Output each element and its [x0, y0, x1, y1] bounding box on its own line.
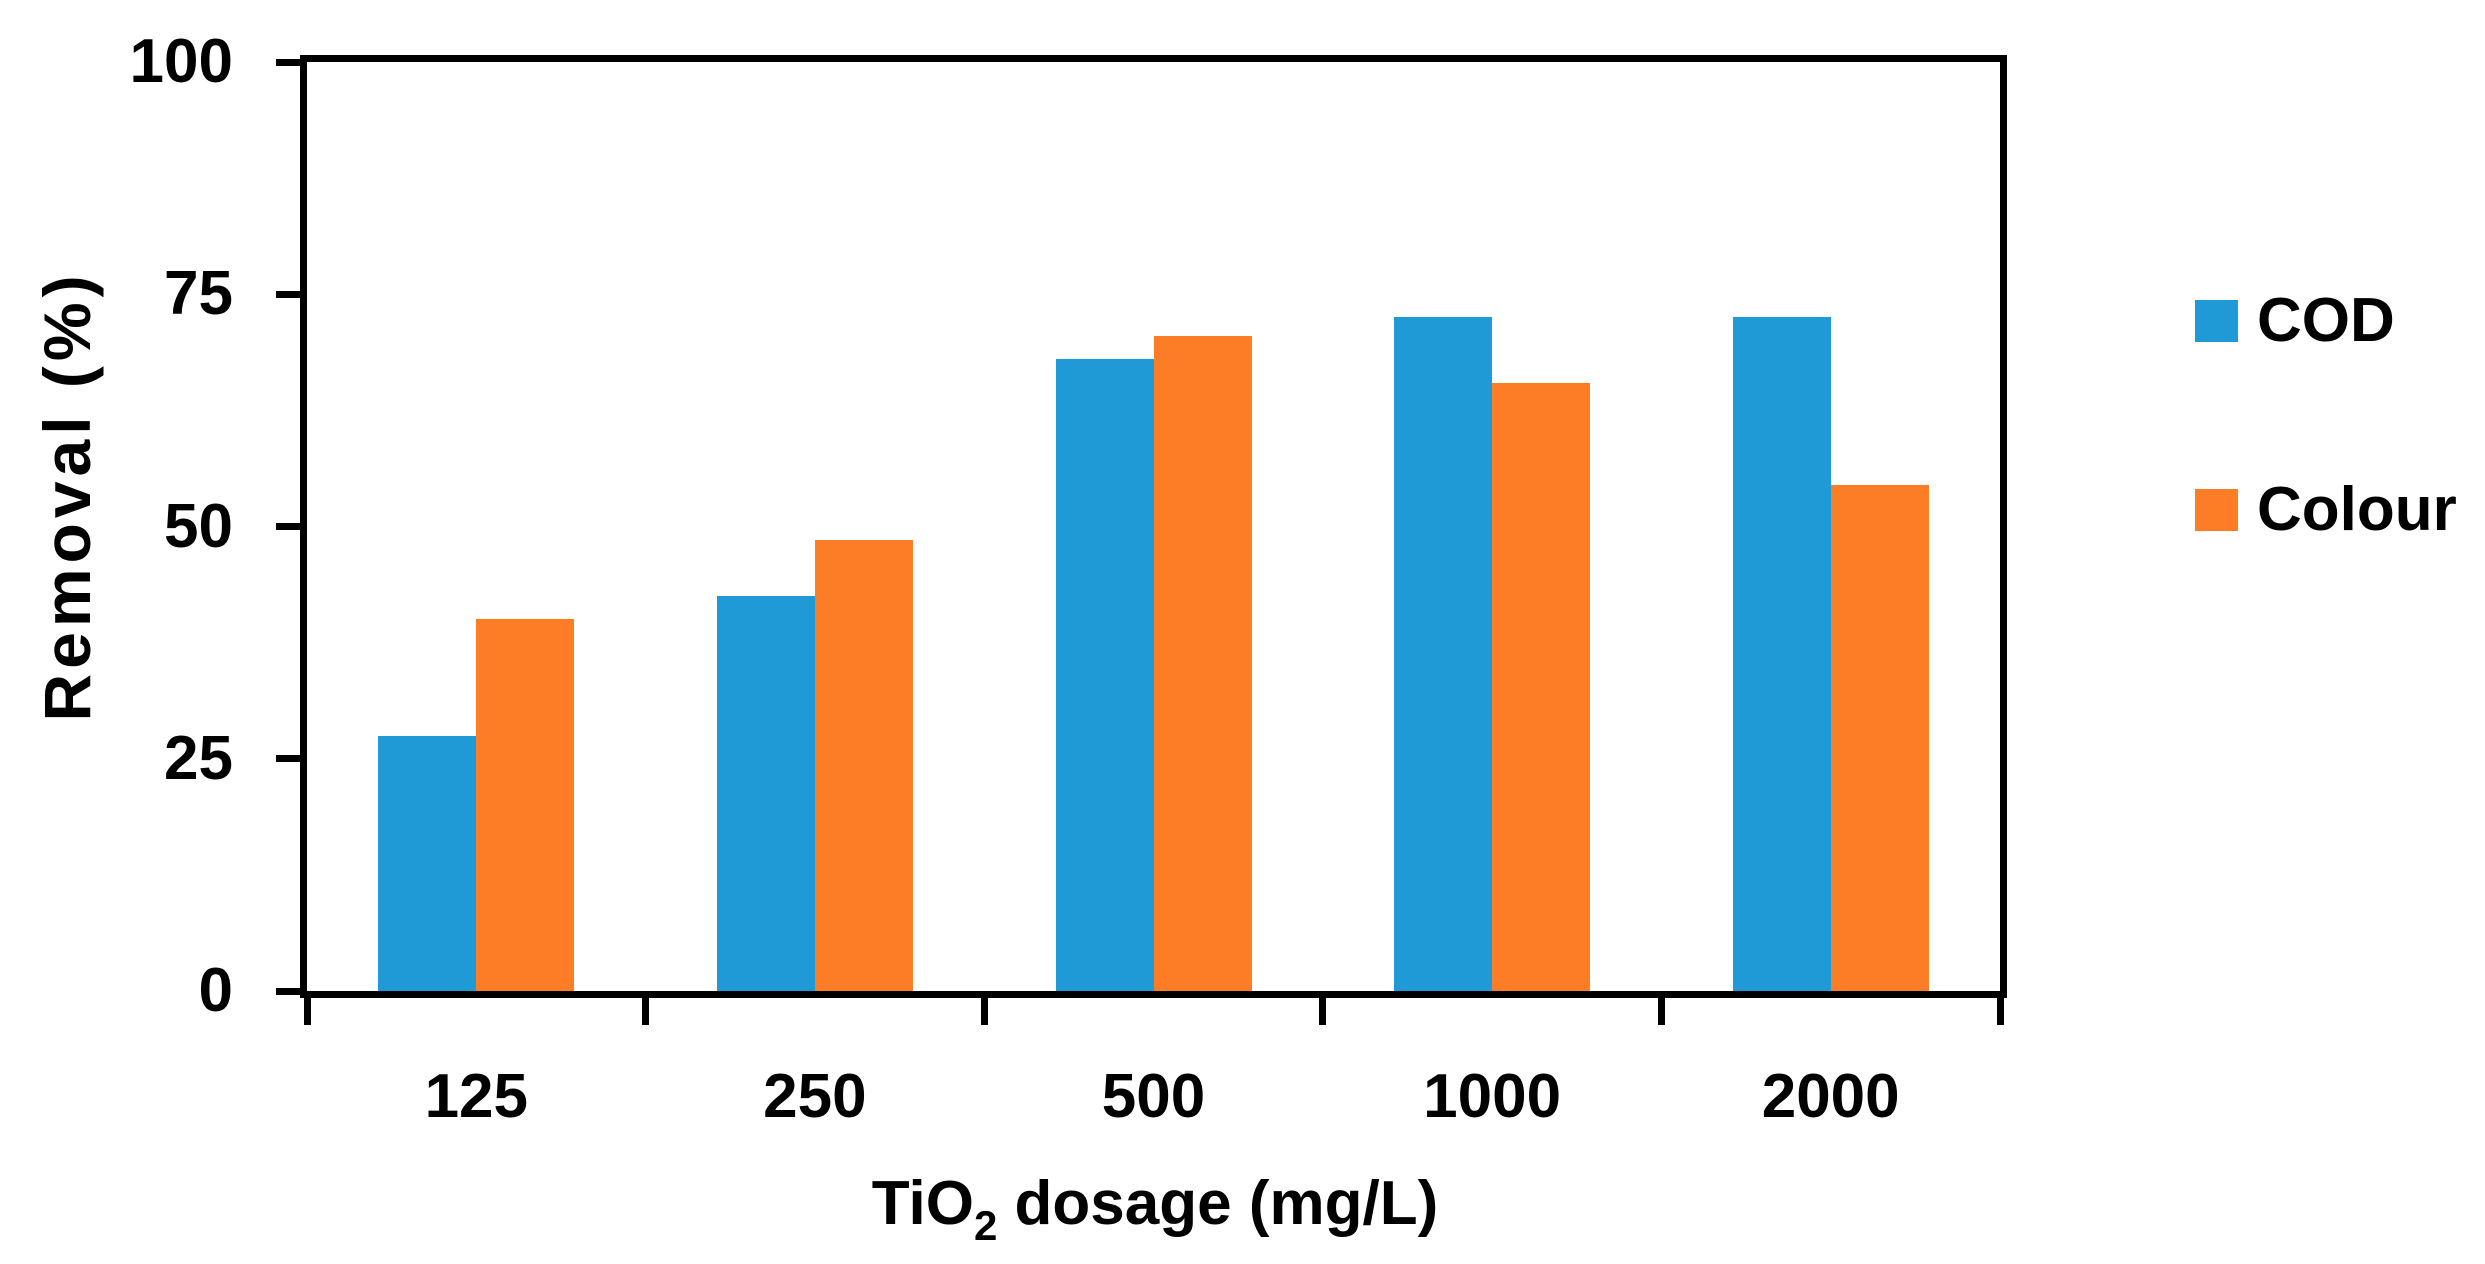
y-axis-tick	[276, 290, 300, 298]
y-tick-label-25: 25	[164, 723, 233, 793]
bar-colour-500	[1153, 336, 1252, 991]
x-tick-label-2000: 2000	[1761, 1062, 1900, 1131]
x-axis-tick	[1657, 998, 1665, 1025]
bar-colour-125	[476, 619, 575, 991]
bar-cod-500	[1055, 359, 1154, 991]
y-axis-title: Removal (%)	[30, 270, 104, 722]
x-tick-label-250: 250	[763, 1062, 867, 1131]
y-tick-label-50: 50	[164, 491, 233, 561]
x-tick-label-500: 500	[1101, 1062, 1206, 1131]
x-tick-label-1000: 1000	[1423, 1062, 1562, 1131]
plot-area: 125 250 500 1000 2000 0 25 50 75 100	[130, 31, 2007, 1128]
legend-label-cod: COD	[2257, 286, 2395, 355]
legend-swatch-colour	[2195, 489, 2238, 531]
bar-cod-2000	[1732, 317, 1831, 991]
x-axis-title: TiO2 dosage (mg/L)	[872, 1168, 1438, 1262]
y-axis-tick	[276, 523, 300, 530]
bar-colour-1000	[1492, 382, 1591, 991]
x-axis-title-base: TiO	[871, 1169, 974, 1238]
y-axis-tick	[276, 58, 300, 66]
x-axis-tick	[303, 998, 311, 1025]
bar-cod-250	[716, 596, 815, 991]
x-tick-label-125: 125	[424, 1062, 529, 1131]
legend-item-cod: COD	[2195, 290, 2457, 352]
bar-colour-2000	[1830, 484, 1929, 991]
legend-item-colour: Colour	[2195, 479, 2457, 541]
x-axis-tick	[642, 998, 650, 1025]
legend-swatch-cod	[2195, 300, 2238, 342]
x-axis-tick	[1319, 998, 1327, 1025]
y-tick-label-75: 75	[164, 259, 233, 329]
x-axis-title-subscript: 2	[973, 1202, 998, 1249]
y-axis-tick	[276, 755, 300, 763]
x-axis-tick	[1996, 998, 2004, 1025]
legend: COD Colour	[2195, 290, 2457, 668]
y-tick-label-100: 100	[129, 27, 233, 96]
bar-cod-1000	[1394, 317, 1493, 991]
x-axis-title-rest: dosage (mg/L)	[997, 1169, 1439, 1238]
legend-label-colour: Colour	[2257, 475, 2457, 544]
bar-colour-250	[814, 540, 913, 991]
y-axis-tick	[276, 987, 300, 995]
y-tick-label-0: 0	[198, 956, 233, 1025]
x-axis-tick	[980, 998, 988, 1025]
bar-cod-125	[378, 735, 477, 991]
